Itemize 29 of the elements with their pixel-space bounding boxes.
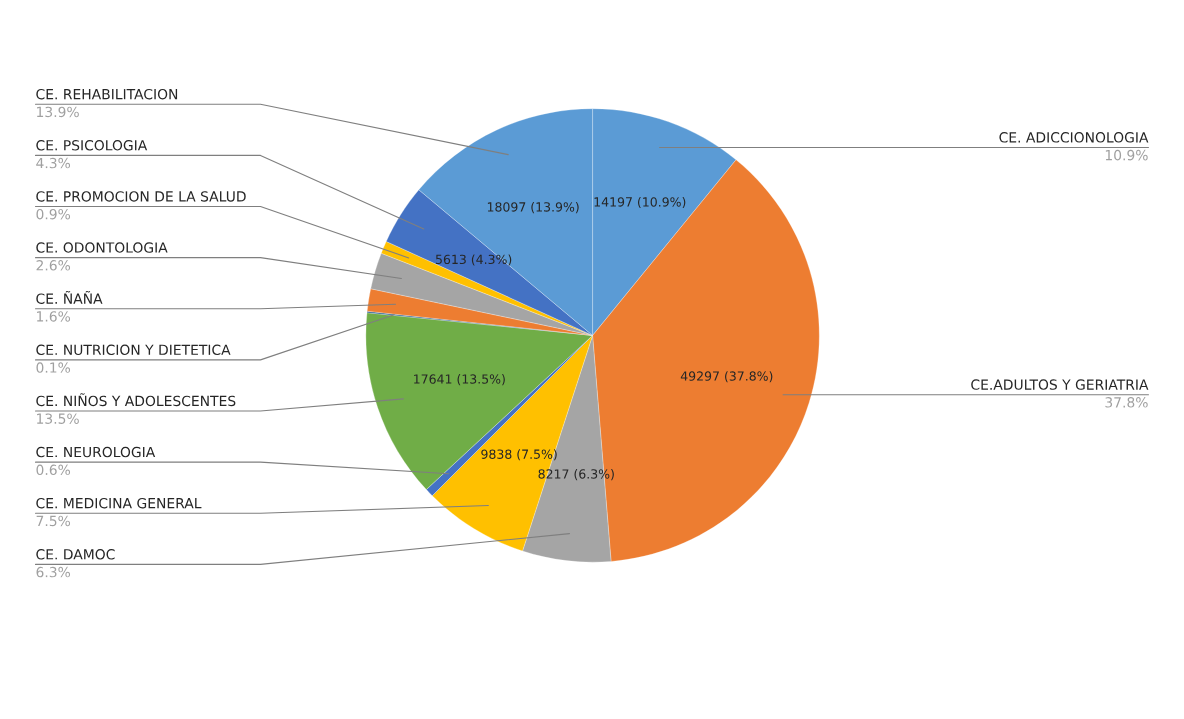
slice-label: CE. MEDICINA GENERAL xyxy=(36,497,202,509)
text: 2.6% xyxy=(36,260,71,271)
text: 10.9% xyxy=(1105,149,1148,161)
text: 0.6% xyxy=(36,464,71,476)
slice-label: CE. ADICCIONOLOGIA xyxy=(999,132,1149,143)
text: 13.9% xyxy=(37,106,79,118)
text: 0.9% xyxy=(36,208,71,220)
text: 6.3% xyxy=(36,566,71,578)
slice-label: CE.ADULTOS Y GERIATRIA xyxy=(971,379,1149,390)
slice-label: CE. DAMOC xyxy=(36,549,115,560)
text: 13.5% xyxy=(37,413,79,424)
text: 1.6% xyxy=(37,311,71,322)
data-label: 17641 (13.5%) xyxy=(414,374,505,386)
slice-label: CE. PSICOLOGIA xyxy=(36,140,148,151)
data-label: 18097 (13.9%) xyxy=(487,201,579,214)
slice-label: CE. ÑAÑA xyxy=(36,290,103,304)
data-label: 49297 (37.8%) xyxy=(680,371,773,383)
slice-label: CE. REHABILITACION xyxy=(36,88,178,100)
data-label: 5613 (4.3%) xyxy=(435,254,512,266)
slice-label: CE. NEUROLOGIA xyxy=(36,446,156,458)
data-label: 14197 (10.9%) xyxy=(594,196,686,209)
text: 7.5% xyxy=(36,515,71,527)
slice-label: CE. NIÑOS Y ADOLESCENTES xyxy=(36,393,236,407)
slice-label: CE. PROMOCION DE LA SALUD xyxy=(36,191,246,202)
text: 37.8% xyxy=(1105,397,1148,408)
text: 0.1% xyxy=(36,362,71,373)
slice-label: CE. NUTRICION Y DIETETICA xyxy=(36,344,231,356)
text: 4.3% xyxy=(36,157,71,169)
slice-label: CE. ODONTOLOGIA xyxy=(36,242,168,253)
